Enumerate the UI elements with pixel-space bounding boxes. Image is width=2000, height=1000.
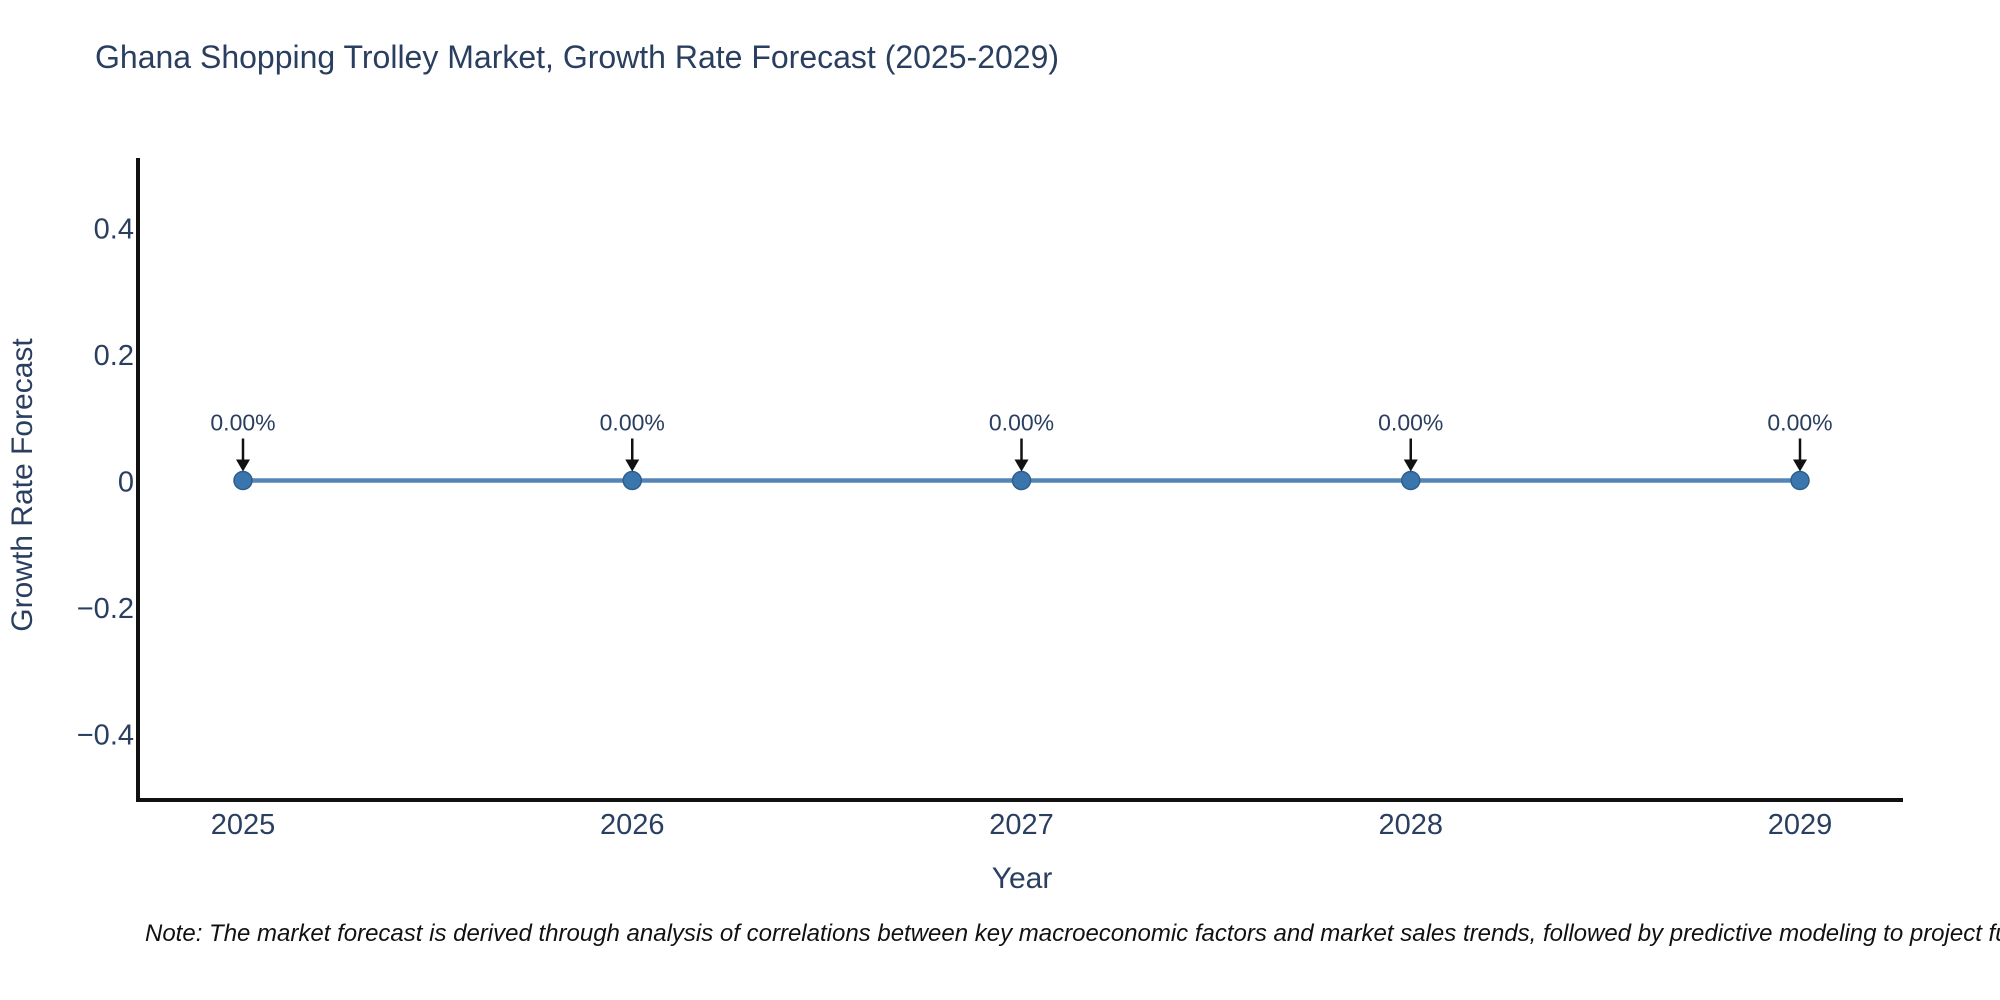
- chart-title: Ghana Shopping Trolley Market, Growth Ra…: [95, 39, 1060, 75]
- annotation-arrow-head: [1014, 459, 1029, 472]
- x-tick-label: 2026: [600, 809, 665, 841]
- y-axis-title: Growth Rate Forecast: [6, 338, 39, 632]
- annotation-arrow-head: [1793, 459, 1807, 472]
- y-tick-label: 0.2: [94, 340, 134, 372]
- point-annotation-label: 0.00%: [1378, 410, 1443, 436]
- annotation-arrow-head: [625, 459, 640, 472]
- y-tick-label: 0: [118, 467, 134, 499]
- y-tick-label: −0.2: [77, 593, 134, 625]
- data-point-marker: [1401, 470, 1421, 491]
- point-annotation-label: 0.00%: [210, 410, 275, 436]
- data-point-marker: [1011, 470, 1032, 491]
- point-annotation-label: 0.00%: [1767, 410, 1832, 436]
- annotation-arrow-head: [236, 459, 250, 472]
- footnote: Note: The market forecast is derived thr…: [145, 920, 2000, 947]
- y-tick-label: −0.4: [77, 720, 134, 752]
- x-tick-label: 2028: [1378, 809, 1443, 841]
- x-axis-title: Year: [992, 862, 1053, 895]
- x-tick-label: 2025: [211, 809, 276, 841]
- data-point-marker: [233, 470, 253, 491]
- annotation-arrow-head: [1403, 459, 1418, 472]
- x-tick-label: 2029: [1768, 809, 1833, 841]
- data-point-marker: [622, 470, 642, 491]
- y-tick-label: 0.4: [94, 213, 134, 245]
- data-point-marker: [1790, 470, 1810, 491]
- point-annotation-label: 0.00%: [600, 410, 665, 436]
- x-tick-label: 2027: [989, 809, 1054, 841]
- point-annotation-label: 0.00%: [989, 410, 1054, 436]
